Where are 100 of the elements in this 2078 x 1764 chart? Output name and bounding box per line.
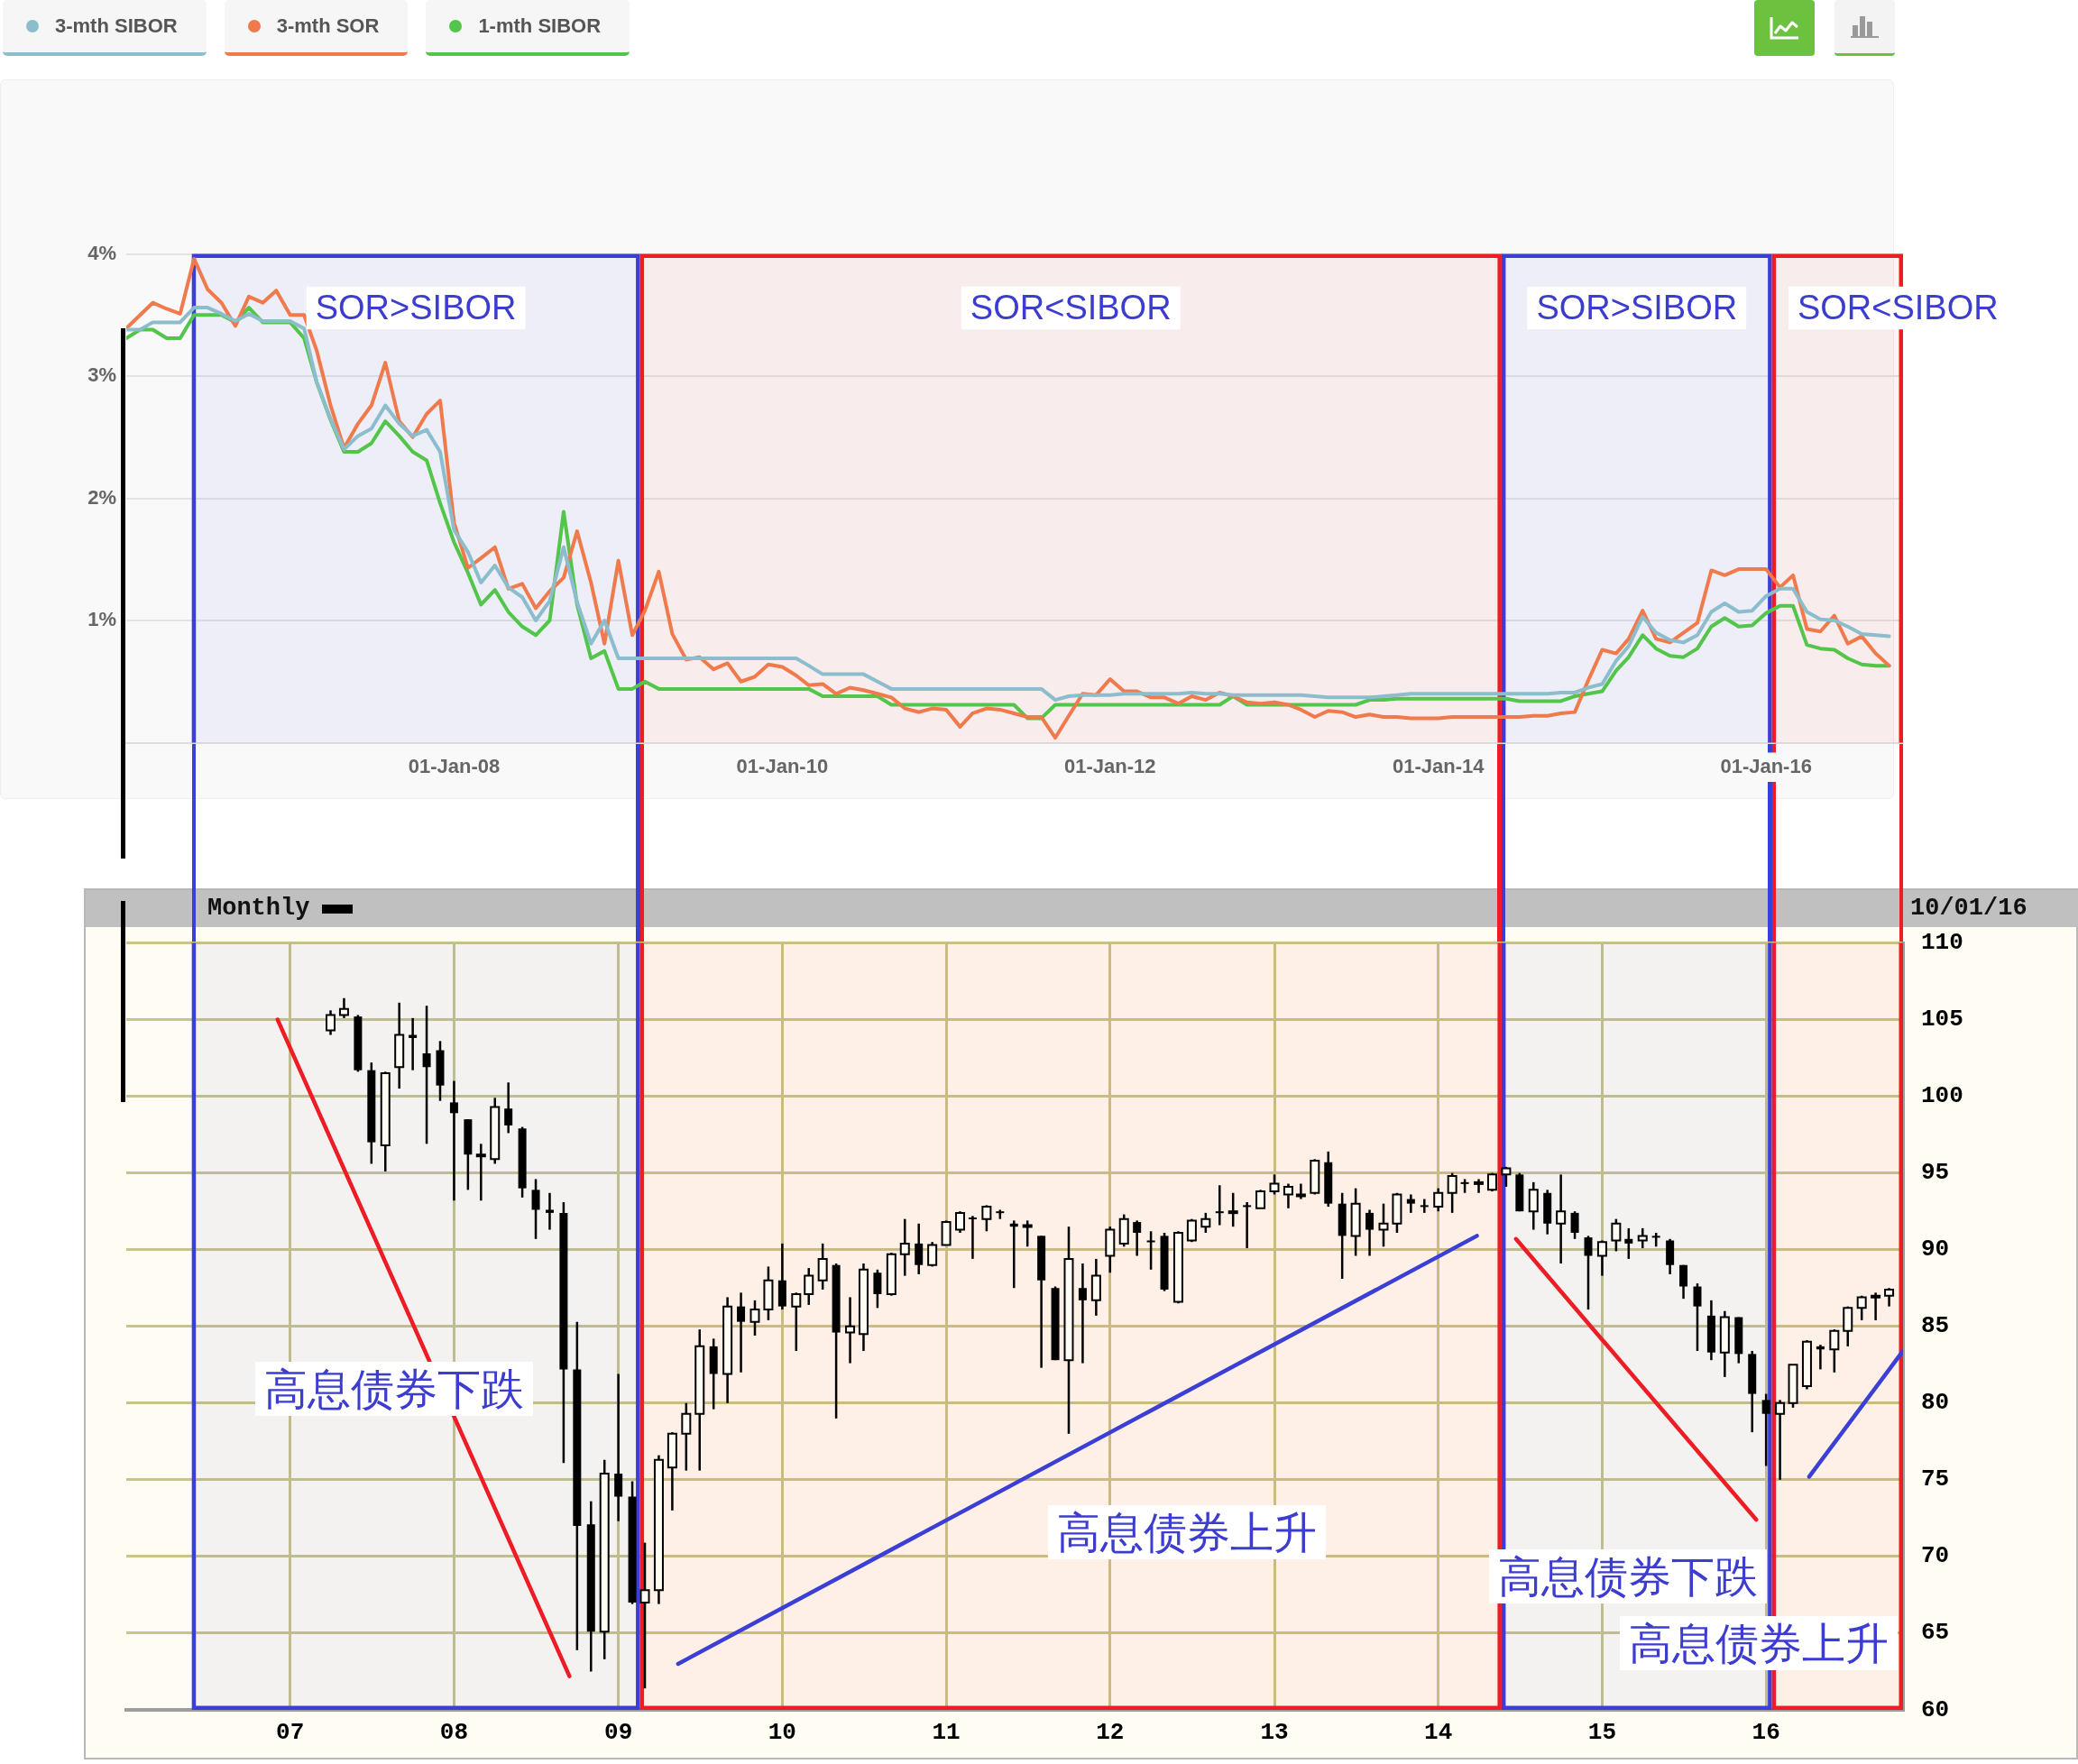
candlestick bbox=[681, 1401, 692, 1472]
candlestick bbox=[449, 1080, 458, 1202]
annotation: 高息债券上升 bbox=[1620, 1616, 1898, 1670]
candlestick bbox=[1775, 1399, 1786, 1482]
candlestick bbox=[1433, 1187, 1444, 1213]
x-tick-label: 08 bbox=[439, 1719, 469, 1747]
candlestick bbox=[1365, 1208, 1375, 1257]
y-tick-label: 65 bbox=[1921, 1619, 1950, 1647]
candlestick bbox=[1584, 1235, 1593, 1311]
annotation: 高息债券下跌 bbox=[1489, 1549, 1767, 1603]
candlestick bbox=[545, 1191, 554, 1231]
candlestick bbox=[1856, 1294, 1867, 1322]
candlestick bbox=[873, 1268, 882, 1309]
candlestick bbox=[899, 1217, 910, 1277]
x-tick-label: 09 bbox=[604, 1719, 633, 1747]
y-tick-label: 60 bbox=[1921, 1695, 1950, 1723]
candlestick bbox=[1528, 1181, 1539, 1231]
candlestick bbox=[1295, 1182, 1306, 1200]
candlestick bbox=[338, 997, 349, 1020]
candlestick bbox=[1884, 1286, 1895, 1308]
candlestick bbox=[1215, 1184, 1224, 1227]
candlestick bbox=[1146, 1230, 1155, 1272]
legend-label: 3-mth SIBOR bbox=[55, 14, 178, 38]
candlestick bbox=[927, 1240, 938, 1268]
x-tick-label: 01-Jan-12 bbox=[1064, 754, 1156, 777]
candlestick bbox=[1420, 1198, 1429, 1215]
candlestick bbox=[1693, 1282, 1702, 1353]
candlestick bbox=[1624, 1227, 1633, 1261]
y-tick-label: 70 bbox=[1921, 1542, 1950, 1570]
candlestick bbox=[1611, 1217, 1622, 1253]
candlestick bbox=[1022, 1219, 1033, 1248]
candlestick bbox=[1871, 1291, 1881, 1322]
y-tick-label: 105 bbox=[1921, 1006, 1963, 1034]
candlestick bbox=[1186, 1217, 1197, 1244]
annotation: 高息债券上升 bbox=[1048, 1505, 1326, 1559]
x-tick-label: 14 bbox=[1424, 1719, 1453, 1747]
x-tick-label: 01-Jan-08 bbox=[408, 754, 501, 777]
x-tick-label: 11 bbox=[932, 1719, 961, 1747]
candlestick bbox=[845, 1296, 856, 1364]
y-tick-label: 90 bbox=[1921, 1236, 1950, 1263]
candlestick bbox=[1269, 1173, 1280, 1196]
candlestick bbox=[1596, 1239, 1607, 1277]
chart-title: Monthly bbox=[207, 894, 310, 923]
x-tick-label: 01-Jan-14 bbox=[1392, 754, 1485, 777]
y-tick-label: 3% bbox=[87, 363, 116, 387]
x-tick-label: 12 bbox=[1096, 1719, 1125, 1747]
candlestick bbox=[422, 1004, 431, 1145]
y-tick-label: 95 bbox=[1921, 1159, 1950, 1187]
candlestick bbox=[531, 1178, 540, 1241]
candlestick bbox=[981, 1204, 992, 1233]
y-tick-label: 75 bbox=[1921, 1465, 1950, 1493]
legend-label: 1-mth SIBOR bbox=[478, 14, 602, 38]
y-tick-label: 4% bbox=[87, 241, 116, 264]
x-tick-label: 01-Jan-10 bbox=[736, 754, 829, 777]
candlestick bbox=[915, 1222, 924, 1276]
candlestick bbox=[955, 1209, 966, 1235]
candlestick bbox=[737, 1291, 746, 1374]
y-tick-label: 110 bbox=[1921, 929, 1963, 957]
band-label: SOR>SIBOR bbox=[1536, 288, 1738, 326]
candlestick bbox=[1637, 1227, 1648, 1250]
y-tick-label: 1% bbox=[87, 608, 116, 631]
x-tick-label: 16 bbox=[1752, 1719, 1780, 1747]
y-tick-label: 85 bbox=[1921, 1312, 1950, 1340]
text: 10/01/16 bbox=[1910, 894, 2027, 923]
candlestick bbox=[504, 1081, 513, 1135]
candlestick bbox=[1447, 1171, 1457, 1215]
band-label: SOR>SIBOR bbox=[315, 288, 517, 326]
candlestick bbox=[1378, 1202, 1389, 1248]
y-tick-label: 2% bbox=[87, 485, 116, 509]
candlestick bbox=[1283, 1182, 1293, 1210]
candlestick bbox=[1829, 1328, 1840, 1374]
y-tick-label: 80 bbox=[1921, 1389, 1950, 1417]
candlestick bbox=[1200, 1211, 1211, 1235]
y-tick-label: 100 bbox=[1921, 1082, 1963, 1110]
candlestick bbox=[475, 1143, 486, 1202]
band-label: SOR<SIBOR bbox=[1797, 288, 1999, 326]
candlestick bbox=[1556, 1173, 1567, 1265]
candlestick bbox=[804, 1266, 814, 1307]
x-tick-label: 15 bbox=[1587, 1719, 1617, 1747]
candlestick bbox=[817, 1242, 828, 1291]
candlestick bbox=[1761, 1392, 1770, 1467]
candlestick bbox=[1474, 1178, 1485, 1195]
candlestick bbox=[1679, 1263, 1688, 1300]
candlestick bbox=[1406, 1193, 1415, 1215]
annotation: 高息债券下跌 bbox=[255, 1362, 533, 1416]
candlestick bbox=[1133, 1219, 1142, 1257]
legend-label: 3-mth SOR bbox=[276, 14, 380, 38]
candlestick bbox=[749, 1299, 760, 1337]
candlestick bbox=[791, 1291, 802, 1353]
candlestick bbox=[1255, 1189, 1266, 1210]
candlestick bbox=[1243, 1200, 1252, 1250]
candlestick bbox=[1078, 1262, 1087, 1364]
candlestick bbox=[1570, 1209, 1579, 1241]
x-tick-label: 01-Jan-16 bbox=[1720, 754, 1812, 777]
candlestick bbox=[1501, 1165, 1512, 1189]
x-tick-label: 13 bbox=[1260, 1719, 1289, 1747]
candlestick bbox=[326, 1009, 336, 1036]
x-tick-label: 10 bbox=[768, 1719, 796, 1747]
candlestick bbox=[639, 1541, 650, 1690]
x-tick-label: 07 bbox=[276, 1719, 305, 1747]
